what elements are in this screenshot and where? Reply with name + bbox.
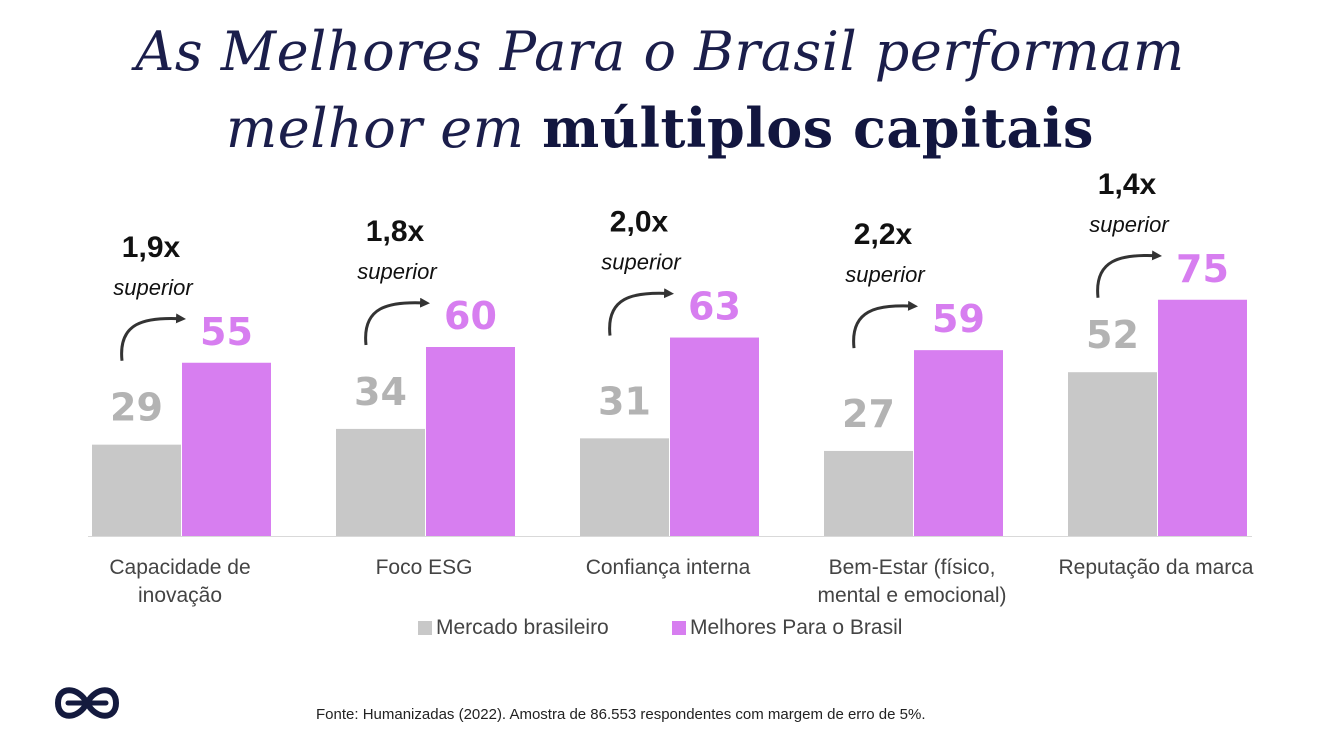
chart-title-prefix: melhor em xyxy=(226,97,543,160)
annotation-multiplier: 1,4x xyxy=(1098,168,1157,201)
data-label-mercado: 27 xyxy=(842,392,895,436)
legend-label-mercado: Mercado brasileiro xyxy=(436,616,609,639)
annotation-superior: superior xyxy=(601,250,682,275)
annotation-superior: superior xyxy=(113,275,194,300)
data-label-melhores: 55 xyxy=(200,310,253,354)
annotation-multiplier: 1,9x xyxy=(122,231,181,264)
data-label-melhores: 59 xyxy=(932,297,985,341)
annotation-multiplier: 1,8x xyxy=(366,215,425,248)
data-label-mercado: 52 xyxy=(1086,313,1139,357)
legend-label-melhores: Melhores Para o Brasil xyxy=(690,616,902,639)
bar-melhores-para-o-brasil xyxy=(426,347,515,536)
legend-swatch-mercado xyxy=(418,621,432,635)
bar-mercado-brasileiro xyxy=(580,438,669,536)
annotation-arrow-icon xyxy=(608,288,674,336)
bar-melhores-para-o-brasil xyxy=(182,362,271,536)
data-label-mercado: 29 xyxy=(110,386,163,430)
data-label-melhores: 60 xyxy=(444,294,497,338)
category-label: Capacidade de xyxy=(109,556,250,579)
humanizadas-logo-icon xyxy=(55,687,119,719)
bar-melhores-para-o-brasil xyxy=(914,350,1003,536)
category-label: Reputação da marca xyxy=(1059,556,1254,579)
bar-mercado-brasileiro xyxy=(824,450,913,536)
category-label: mental e emocional) xyxy=(817,584,1006,607)
bar-mercado-brasileiro xyxy=(92,444,181,536)
legend-swatch-melhores xyxy=(672,621,686,635)
data-label-mercado: 31 xyxy=(598,379,651,423)
data-label-melhores: 75 xyxy=(1176,247,1229,291)
annotation-multiplier: 2,0x xyxy=(610,206,669,239)
category-label: inovação xyxy=(138,584,222,607)
category-label: Confiança interna xyxy=(586,556,751,579)
annotation-superior: superior xyxy=(845,262,926,287)
data-label-mercado: 34 xyxy=(354,370,407,414)
bar-mercado-brasileiro xyxy=(1068,372,1157,536)
data-label-melhores: 63 xyxy=(688,285,741,329)
annotation-arrow-icon xyxy=(364,297,430,346)
category-label: Bem-Estar (físico, xyxy=(829,556,996,579)
bar-melhores-para-o-brasil xyxy=(670,337,759,536)
annotation-multiplier: 2,2x xyxy=(854,218,913,251)
annotation-arrow-icon xyxy=(120,313,186,361)
category-label: Foco ESG xyxy=(376,556,473,579)
annotation-superior: superior xyxy=(1089,212,1170,237)
source-note: Fonte: Humanizadas (2022). Amostra de 86… xyxy=(316,706,926,723)
annotation-superior: superior xyxy=(357,259,438,284)
chart-title-emphasis: múltiplos capitais xyxy=(542,96,1094,160)
chart-title-line-2: melhor em múltiplos capitais xyxy=(0,96,1320,161)
annotation-arrow-icon xyxy=(852,300,918,349)
chart-title-line-1: As Melhores Para o Brasil performam xyxy=(135,20,1185,83)
annotation-arrow-icon xyxy=(1096,250,1162,298)
bar-mercado-brasileiro xyxy=(336,428,425,536)
bar-melhores-para-o-brasil xyxy=(1158,299,1247,536)
